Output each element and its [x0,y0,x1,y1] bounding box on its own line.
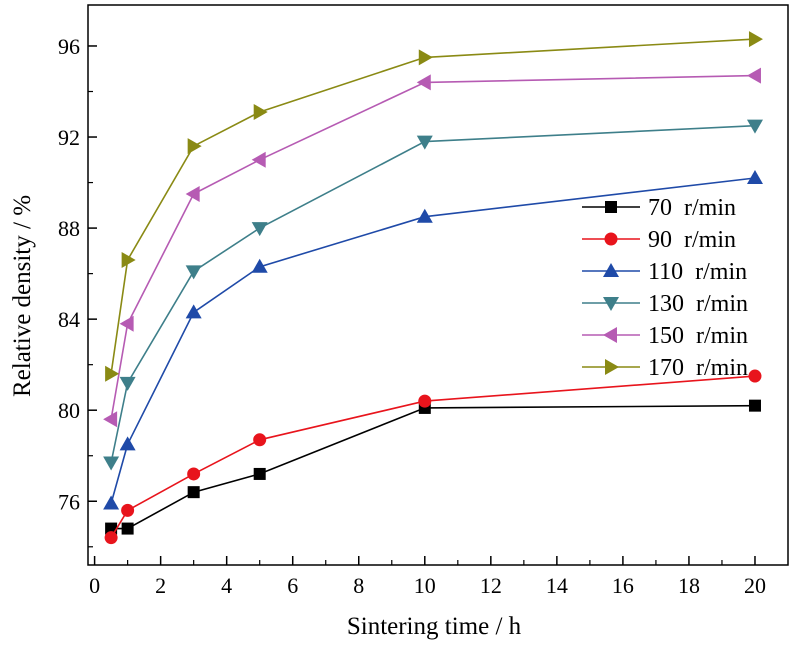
data-point [251,222,268,237]
x-tick-label: 16 [612,573,634,598]
data-point [251,151,266,168]
data-point [119,436,136,451]
series-line [110,124,756,463]
y-tick-label: 92 [58,125,80,150]
legend-label: 90 r/min [648,227,736,253]
series-line [110,74,756,420]
x-axis-title: Sintering time / h [347,613,522,640]
data-point [253,433,267,447]
legend-marker [603,263,619,277]
data-point [416,135,433,150]
series-line [110,38,756,374]
series-1 [104,369,762,545]
legend-marker [603,327,617,343]
legend-marker [605,359,619,375]
y-tick-label: 76 [58,489,80,514]
data-point [121,251,136,268]
data-point [119,376,136,391]
data-point [748,31,763,48]
data-point [187,138,202,155]
legend-item: 70 r/min [582,195,736,221]
data-point [187,467,201,481]
series-group [103,31,763,545]
data-point [121,503,135,517]
data-point [748,399,761,412]
x-tick-label: 20 [744,573,766,598]
data-point [119,315,134,332]
x-tick-label: 12 [480,573,502,598]
data-point [746,67,761,84]
x-tick-label: 10 [414,573,436,598]
y-tick-label: 80 [58,398,80,423]
legend-label: 150 r/min [648,323,748,349]
data-point [748,369,762,383]
y-axis-title: Relative density / % [9,195,36,397]
y-tick-label: 96 [58,34,80,59]
data-point [187,486,200,499]
legend-label: 70 r/min [648,195,736,221]
legend-label: 130 r/min [648,291,748,317]
x-tick-label: 4 [221,573,232,598]
data-point [746,119,763,134]
series-5 [105,31,763,382]
legend-marker [605,201,617,213]
data-point [418,394,432,408]
data-point [103,495,120,510]
series-0 [105,399,761,535]
series-line [110,177,756,504]
series-3 [103,119,763,471]
data-point [418,49,433,66]
x-tick-label: 8 [353,573,364,598]
legend: 70 r/min 90 r/min 110 r/min 130 r/min 150 r/… [582,195,748,381]
legend-marker [603,297,619,311]
data-point [253,103,268,120]
y-tick-label: 88 [58,216,80,241]
data-point [105,365,120,382]
legend-item: 170 r/min [582,355,748,381]
legend-item: 130 r/min [582,291,748,317]
data-point [103,456,120,471]
legend-item: 90 r/min [582,227,736,253]
x-axis: 0 2 4 6 8 10 12 14 16 18 20 [89,556,766,598]
data-point [416,74,431,91]
data-point [253,467,266,480]
series-2 [103,170,763,510]
y-tick-label: 84 [58,307,80,332]
data-point [121,522,134,535]
data-point [185,304,202,319]
data-point [251,258,268,273]
x-tick-label: 2 [155,573,166,598]
plot-frame [87,4,789,566]
legend-label: 170 r/min [648,355,748,381]
data-point [185,185,200,202]
data-point [416,208,433,223]
legend-label: 110 r/min [648,259,747,285]
legend-item: 110 r/min [582,259,747,285]
data-point [104,531,118,545]
data-point [746,170,763,185]
x-tick-label: 6 [287,573,298,598]
series-4 [103,67,761,428]
series-line [110,375,756,539]
x-tick-label: 14 [546,573,568,598]
x-tick-label: 0 [89,573,100,598]
x-tick-label: 18 [678,573,700,598]
legend-item: 150 r/min [582,323,748,349]
data-point [185,265,202,280]
legend-marker [604,232,618,246]
y-axis: 76 80 84 88 92 96 [58,34,97,548]
data-point [103,411,118,428]
